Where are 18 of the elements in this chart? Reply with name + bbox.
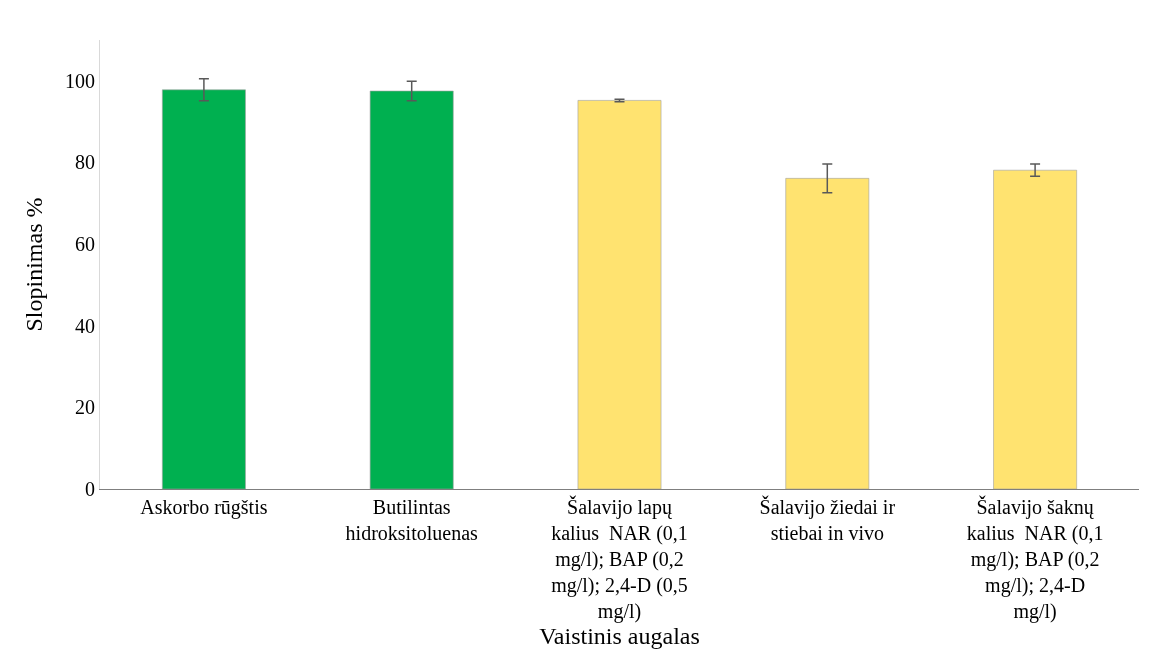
bar: [785, 178, 870, 489]
y-tick-label: 100: [65, 69, 95, 92]
bar: [993, 169, 1077, 489]
y-tick-label: 40: [75, 314, 95, 337]
x-tick-label: Šalavijo žiedai ir stiebai in vivo: [759, 495, 896, 544]
bar: [369, 90, 454, 489]
x-tick-label: Šalavijo lapų kalius NAR (0,1 mg/l); BAP (0,2 mg/l); 2,4-D (0,5 mg/l): [551, 495, 688, 623]
y-tick-label: 80: [75, 151, 95, 174]
bar: [577, 100, 662, 489]
y-tick-label: 60: [75, 233, 95, 256]
y-tick-label: 0: [85, 478, 95, 500]
y-axis-title: Slopinimas %: [21, 197, 48, 332]
y-tick-label: 20: [75, 396, 95, 419]
x-tick-label: Šalavijo šaknų kalius NAR (0,1 mg/l); BAP (0,2 mg/l); 2,4-D mg/l): [966, 495, 1104, 623]
x-tick-label: Askorbo rūgštis: [140, 496, 268, 519]
bar: [162, 89, 246, 489]
x-tick-label: Butilintas hidroksitoluenas: [345, 496, 479, 544]
x-axis-title: Vaistinis augalas: [539, 623, 700, 649]
